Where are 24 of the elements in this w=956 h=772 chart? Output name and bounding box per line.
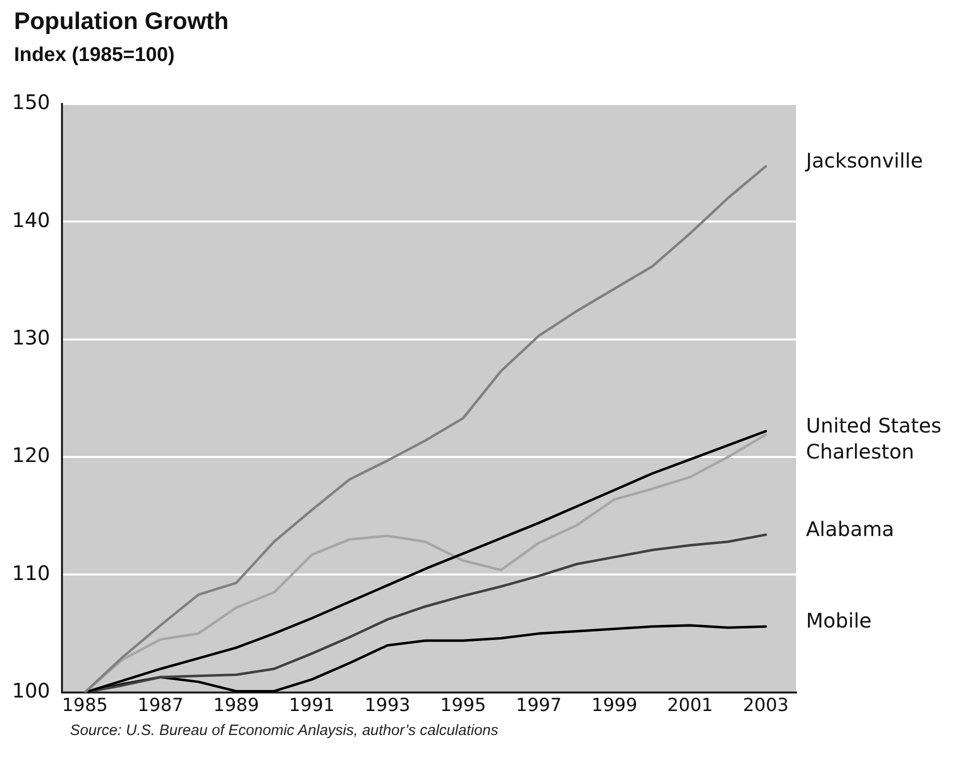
y-tick-label: 130: [12, 326, 50, 350]
x-tick-label: 1993: [364, 694, 410, 716]
x-tick-label: 1985: [62, 694, 108, 716]
text: Charleston: [806, 439, 914, 464]
text: Jacksonville: [804, 148, 923, 173]
source-note: Source: U.S. Bureau of Economic Anlaysis, author’s calculations: [70, 722, 498, 739]
x-tick-label: 1989: [213, 694, 260, 716]
x-tick-label: 1995: [440, 694, 486, 716]
y-tick-label: 150: [12, 90, 50, 114]
y-tick-label: 100: [12, 678, 50, 703]
y-tick-label: 110: [12, 560, 50, 585]
x-tick-label: 1987: [138, 694, 184, 716]
x-tick-label: 2003: [742, 694, 789, 716]
x-tick-label: 1991: [288, 694, 335, 716]
text: Mobile: [806, 608, 872, 633]
text: Alabama: [806, 516, 894, 541]
y-tick-label: 120: [12, 443, 50, 468]
x-tick-label: 1999: [592, 694, 638, 716]
x-tick-label: 2001: [667, 694, 713, 716]
chart-subtitle: Index (1985=100): [14, 44, 175, 67]
y-tick-label: 140: [12, 208, 50, 232]
text: United States: [806, 413, 942, 438]
chart-title: Population Growth: [14, 8, 229, 36]
x-tick-label: 1997: [516, 694, 562, 716]
